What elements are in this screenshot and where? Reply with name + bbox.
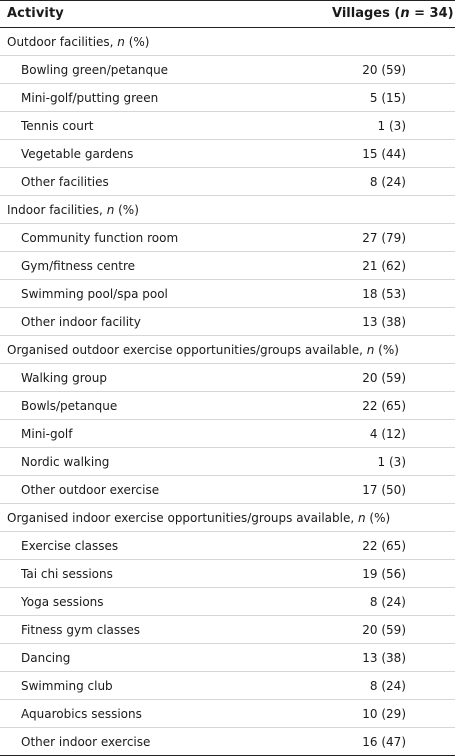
section-title-n: n <box>366 343 375 357</box>
section-title-text: Outdoor facilities, <box>7 35 118 49</box>
header-villages-n: n <box>400 6 410 21</box>
section-row: Outdoor facilities, n (%) <box>0 28 455 56</box>
villages-value: 16 (47) <box>362 735 406 749</box>
section-title-suffix: (%) <box>114 203 139 217</box>
table-row: Yoga sessions 8 (24) <box>0 588 455 616</box>
activity-label: Gym/fitness centre <box>21 259 136 273</box>
table-row: Bowling green/petanque 20 (59) <box>0 56 455 84</box>
villages-value: 10 (29) <box>362 707 406 721</box>
activity-label: Walking group <box>21 371 107 385</box>
villages-value: 20 (59) <box>362 63 406 77</box>
table-header: Activity Villages (n = 34) <box>0 0 455 28</box>
section-title-n: n <box>358 511 366 525</box>
table-row: Mini-golf 4 (12) <box>0 420 455 448</box>
table-row: Swimming pool/spa pool 18 (53) <box>0 280 455 308</box>
activity-label: Swimming pool/spa pool <box>21 287 168 301</box>
table-row: Walking group 20 (59) <box>0 364 455 392</box>
activity-label: Mini-golf/putting green <box>21 91 159 105</box>
activity-label: Other outdoor exercise <box>21 483 160 497</box>
villages-value: 22 (65) <box>362 399 406 413</box>
villages-value: 5 (15) <box>369 91 406 105</box>
table-row: Tai chi sessions 19 (56) <box>0 560 455 588</box>
table-row: Swimming club 8 (24) <box>0 672 455 700</box>
table-row: Aquarobics sessions 10 (29) <box>0 700 455 728</box>
section-title: Organised outdoor exercise opportunities… <box>7 343 399 357</box>
villages-value: 8 (24) <box>369 595 406 609</box>
activity-label: Nordic walking <box>21 455 110 469</box>
section-title-text: Indoor facilities, <box>7 203 107 217</box>
activity-label: Bowls/petanque <box>21 399 118 413</box>
villages-value: 21 (62) <box>362 259 406 273</box>
villages-value: 20 (59) <box>362 371 406 385</box>
table-row: Vegetable gardens 15 (44) <box>0 140 455 168</box>
villages-value: 15 (44) <box>362 147 406 161</box>
table-row: Other outdoor exercise 17 (50) <box>0 476 455 504</box>
section-title: Outdoor facilities, n (%) <box>7 35 150 49</box>
villages-value: 17 (50) <box>362 483 406 497</box>
table-row: Other facilities 8 (24) <box>0 168 455 196</box>
table-row: Nordic walking 1 (3) <box>0 448 455 476</box>
section-title: Indoor facilities, n (%) <box>7 203 139 217</box>
villages-value: 19 (56) <box>362 567 406 581</box>
villages-value: 8 (24) <box>369 175 406 189</box>
section-row: Organised outdoor exercise opportunities… <box>0 336 455 364</box>
villages-value: 13 (38) <box>362 315 406 329</box>
section-title-n: n <box>106 203 115 217</box>
table-row: Other indoor facility 13 (38) <box>0 308 455 336</box>
villages-value: 1 (3) <box>377 119 406 133</box>
header-activity: Activity <box>7 6 64 21</box>
header-villages: Villages (n = 34) <box>332 6 454 21</box>
section-title: Organised indoor exercise opportunities/… <box>7 511 390 525</box>
activity-label: Yoga sessions <box>21 595 104 609</box>
activity-label: Other indoor exercise <box>21 735 151 749</box>
table-body: Outdoor facilities, n (%) Bowling green/p… <box>0 28 455 756</box>
villages-value: 1 (3) <box>377 455 406 469</box>
activity-label: Community function room <box>21 231 179 245</box>
villages-value: 4 (12) <box>369 427 406 441</box>
section-title-suffix: (%) <box>365 511 391 525</box>
table-row: Other indoor exercise 16 (47) <box>0 728 455 756</box>
villages-value: 27 (79) <box>362 231 406 245</box>
villages-value: 8 (24) <box>369 679 406 693</box>
villages-value: 20 (59) <box>362 623 406 637</box>
activity-label: Mini-golf <box>21 427 73 441</box>
table-row: Dancing 13 (38) <box>0 644 455 672</box>
section-title-suffix: (%) <box>374 343 399 357</box>
table-row: Community function room 27 (79) <box>0 224 455 252</box>
activity-label: Exercise classes <box>21 539 119 553</box>
table-row: Bowls/petanque 22 (65) <box>0 392 455 420</box>
activity-label: Aquarobics sessions <box>21 707 142 721</box>
activity-label: Other indoor facility <box>21 315 141 329</box>
activity-label: Tennis court <box>21 119 94 133</box>
section-title-n: n <box>117 35 125 49</box>
villages-value: 18 (53) <box>362 287 406 301</box>
table-row: Mini-golf/putting green 5 (15) <box>0 84 455 112</box>
activity-label: Swimming club <box>21 679 113 693</box>
villages-value: 13 (38) <box>362 651 406 665</box>
header-villages-suffix: = 34) <box>409 6 454 21</box>
table-row: Tennis court 1 (3) <box>0 112 455 140</box>
section-title-text: Organised outdoor exercise opportunities… <box>7 343 367 357</box>
activity-label: Dancing <box>21 651 71 665</box>
villages-value: 22 (65) <box>362 539 406 553</box>
table-row: Gym/fitness centre 21 (62) <box>0 252 455 280</box>
activity-label: Bowling green/petanque <box>21 63 169 77</box>
activity-label: Vegetable gardens <box>21 147 134 161</box>
table-row: Exercise classes 22 (65) <box>0 532 455 560</box>
header-villages-prefix: Villages ( <box>332 6 401 21</box>
activity-label: Tai chi sessions <box>21 567 113 581</box>
activity-label: Other facilities <box>21 175 109 189</box>
activity-label: Fitness gym classes <box>21 623 141 637</box>
section-title-text: Organised indoor exercise opportunities/… <box>7 511 358 525</box>
section-title-suffix: (%) <box>124 35 150 49</box>
section-row: Indoor facilities, n (%) <box>0 196 455 224</box>
section-row: Organised indoor exercise opportunities/… <box>0 504 455 532</box>
table-row: Fitness gym classes 20 (59) <box>0 616 455 644</box>
